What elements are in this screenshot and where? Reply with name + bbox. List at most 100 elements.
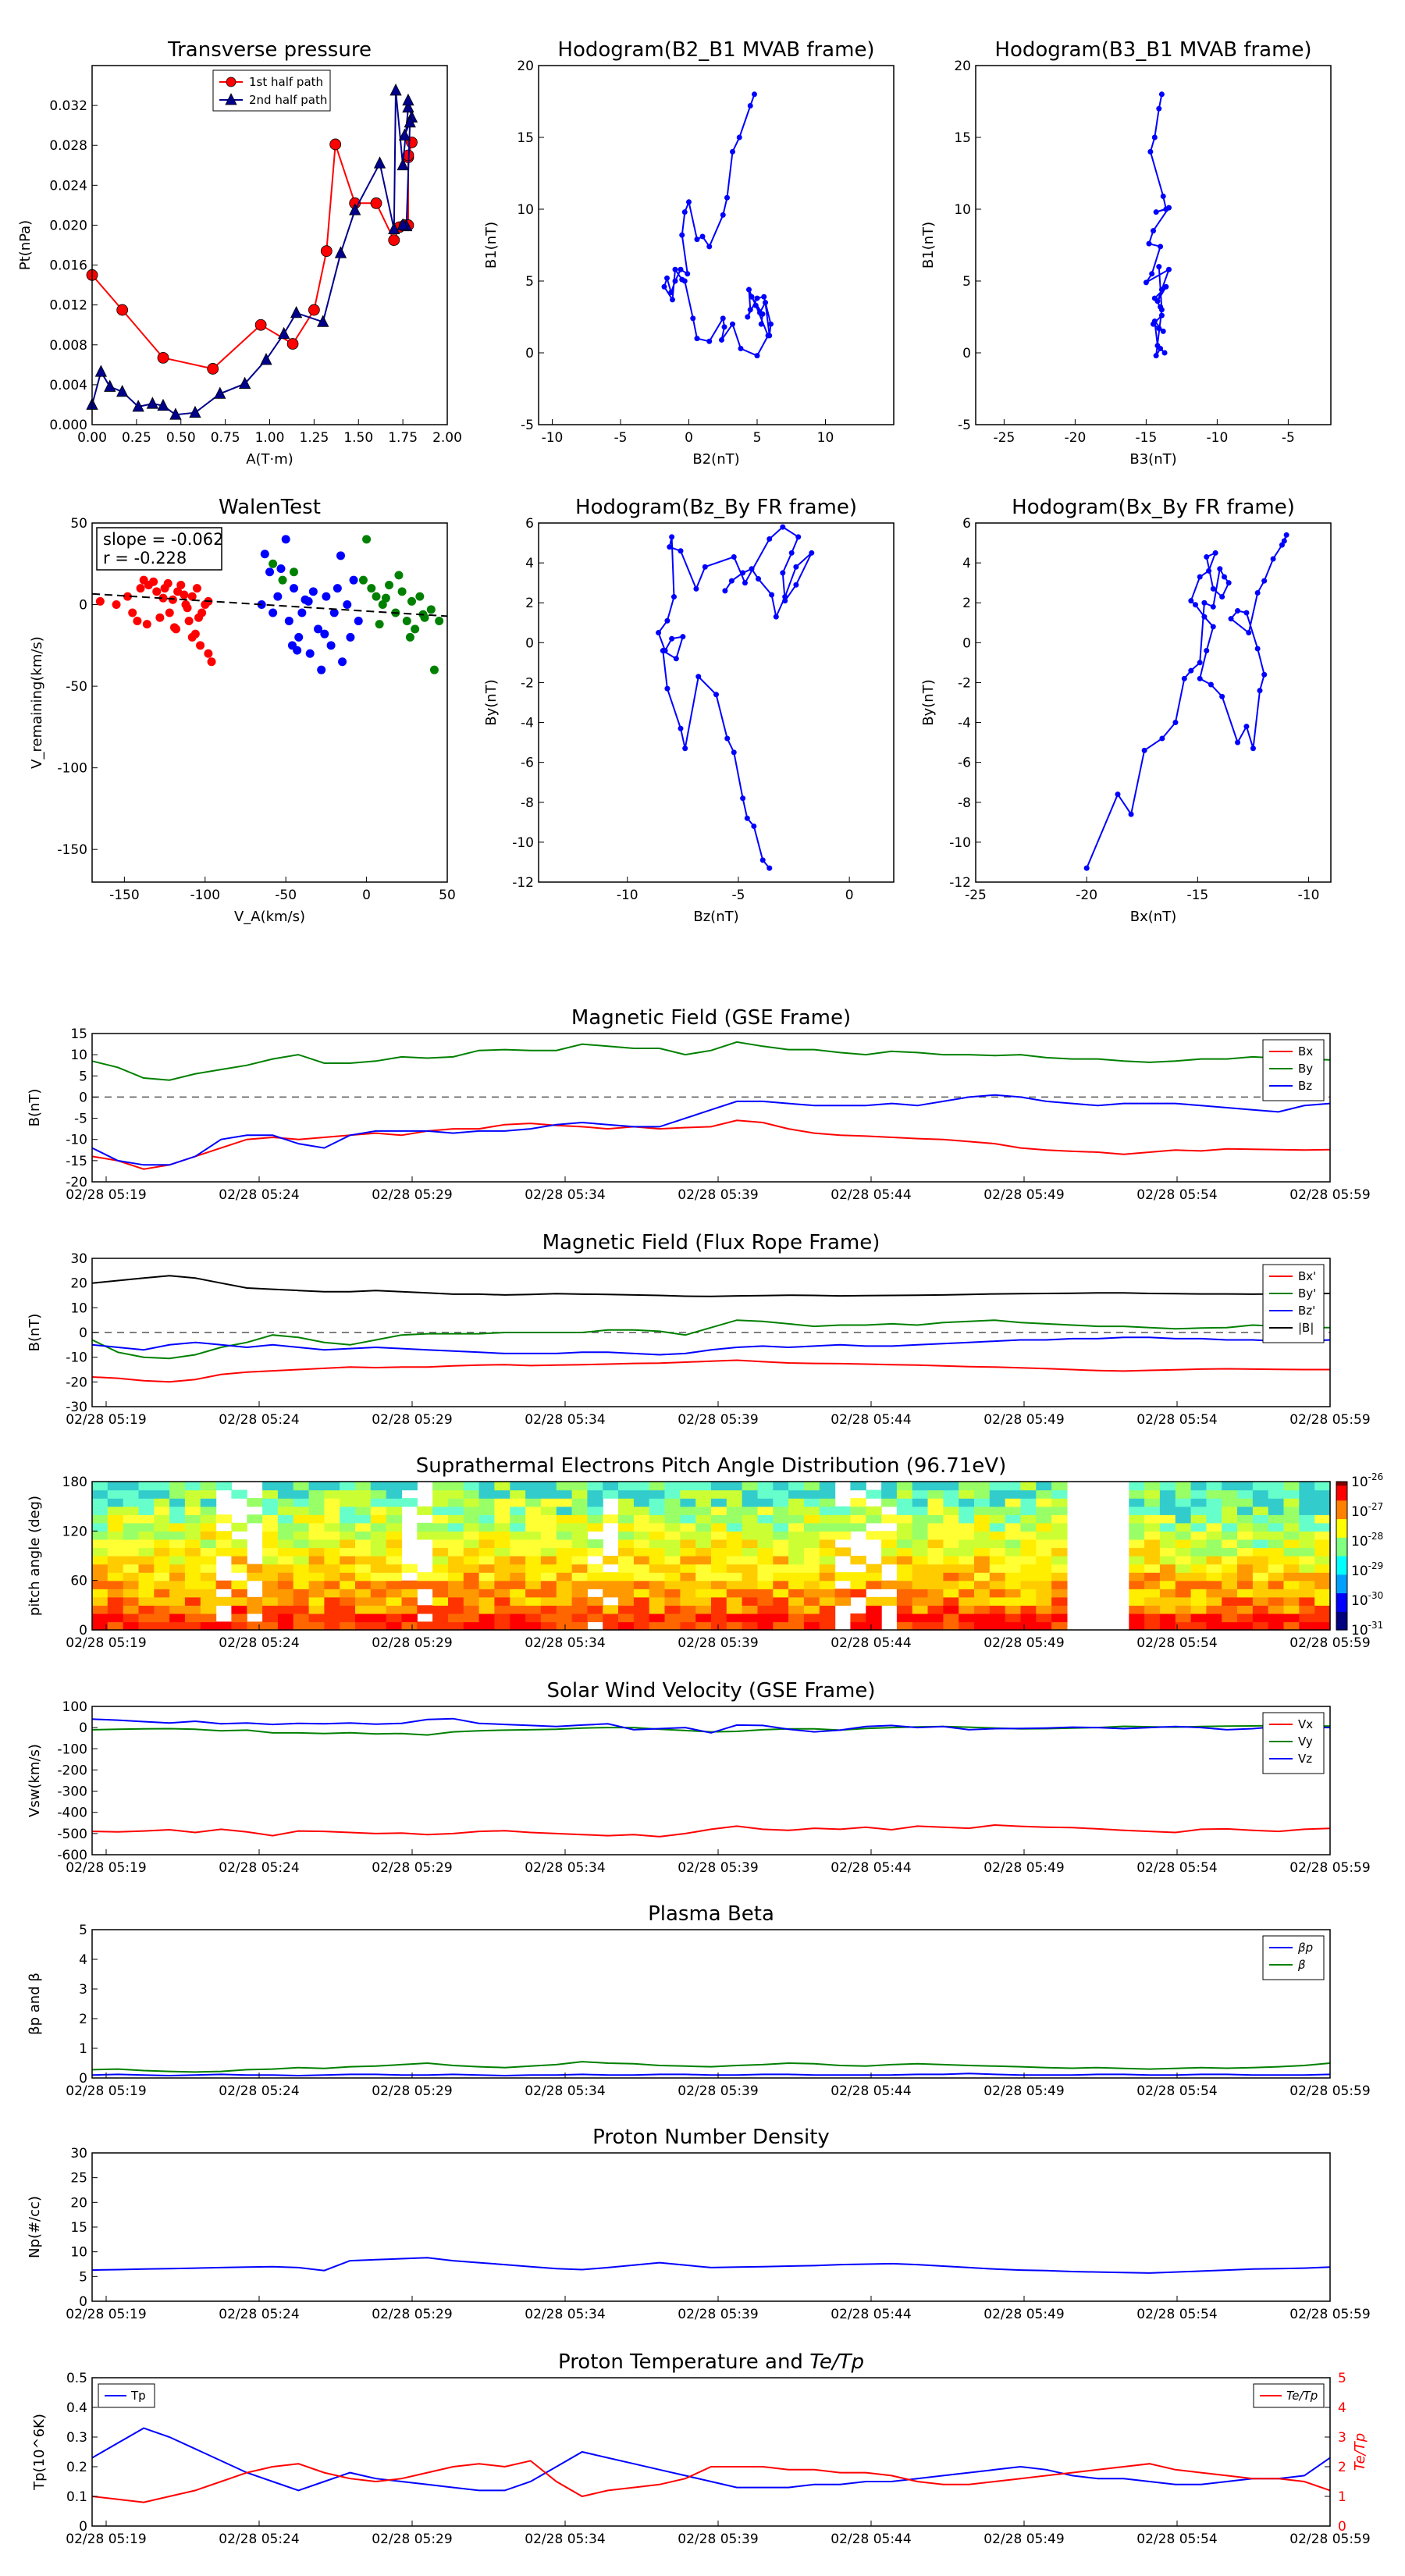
tp-series-line (91, 90, 413, 416)
walen-data-point (317, 665, 326, 674)
walen-ytick-label: 0 (79, 598, 87, 614)
pad-heat-cell (262, 1621, 279, 1631)
pad-heat-cell (803, 1572, 820, 1582)
pad-heat-cell (571, 1506, 588, 1515)
pad-heat-cell (881, 1596, 898, 1606)
pad-heat-cell (1237, 1572, 1254, 1582)
pad-heat-cell (324, 1580, 340, 1589)
h2-ylabel: B1(nT) (920, 222, 937, 269)
pad-heat-cell (1159, 1564, 1176, 1573)
pad-heat-cell (819, 1482, 836, 1491)
pad-heat-cell (1175, 1564, 1192, 1573)
pad-heat-cell (695, 1498, 712, 1507)
pad-heat-cell (1051, 1589, 1068, 1598)
walen-data-point (381, 593, 390, 603)
h2-path-point (1160, 328, 1166, 334)
pad-heat-cell (463, 1506, 480, 1515)
pad-heat-cell (912, 1489, 929, 1499)
pad-heat-cell (123, 1564, 140, 1573)
vsw-ytick-label: -500 (57, 1827, 87, 1842)
pad-heat-cell (1020, 1556, 1037, 1565)
pad-heat-cell (92, 1489, 108, 1499)
pad-heat-cell (1222, 1621, 1238, 1631)
pad-heat-cell (1222, 1539, 1238, 1549)
pad-heat-cell (107, 1514, 124, 1524)
pad-heat-cell (1051, 1522, 1068, 1532)
tpt-right-tick-label: 0 (1338, 2519, 1346, 2535)
pad-heat-cell (1222, 1596, 1238, 1606)
np-time-tick-label: 02/28 05:59 (1289, 2307, 1370, 2322)
pad-heat-cell (525, 1539, 542, 1549)
pad-heat-cell (478, 1514, 495, 1524)
walen-data-point (405, 632, 414, 642)
pad-heat-cell (432, 1522, 449, 1532)
pad-heat-cell (587, 1605, 603, 1614)
pad-heat-cell (277, 1482, 294, 1491)
pad-heat-cell (1175, 1482, 1192, 1491)
pad-heat-cell (1051, 1605, 1068, 1614)
pad-heat-cell (1144, 1489, 1161, 1499)
pad-heat-cell (773, 1564, 789, 1573)
h2-path-point (1158, 91, 1165, 98)
walen-data-point (322, 592, 331, 601)
pad-heat-cell (525, 1613, 542, 1623)
pad-heat-cell (463, 1556, 480, 1565)
pad-heat-cell (107, 1613, 124, 1623)
pad-heat-cell (355, 1572, 372, 1582)
pad-heat-cell (959, 1605, 975, 1614)
tp-data-point (308, 304, 320, 316)
pad-heat-cell (1175, 1613, 1192, 1623)
pad-heat-cell (959, 1564, 975, 1573)
pad-heat-cell (773, 1621, 789, 1631)
pad-heat-cell (803, 1580, 820, 1589)
pad-heat-cell (788, 1613, 805, 1623)
h4-path-point (1257, 688, 1263, 694)
pad-heat-cell (92, 1522, 108, 1532)
h1-path-point (681, 209, 688, 215)
h4-path-point (1270, 556, 1276, 562)
pad-heat-cell (448, 1564, 464, 1573)
pad-heat-cell (618, 1547, 635, 1557)
pad-heat-cell (432, 1613, 449, 1623)
h3-title: Hodogram(Bz_By FR frame) (575, 496, 857, 519)
walen-data-point (308, 587, 318, 596)
pad-heat-cell (912, 1482, 929, 1491)
pad-heat-cell (277, 1605, 294, 1614)
pad-time-tick-label: 02/28 05:34 (525, 1635, 605, 1651)
pad-time-tick-label: 02/28 05:59 (1289, 1635, 1370, 1651)
pad-heat-cell (649, 1580, 666, 1589)
pad-heat-cell (262, 1580, 279, 1589)
pad-heat-cell (355, 1489, 372, 1499)
pad-heat-cell (1299, 1580, 1315, 1589)
pad-heat-cell (1206, 1498, 1222, 1507)
pad-heat-cell (974, 1489, 991, 1499)
pad-heat-cell (664, 1539, 681, 1549)
pad-colorbar-cell (1336, 1533, 1347, 1538)
pad-heat-cell (169, 1621, 186, 1631)
pad-heat-cell (107, 1564, 124, 1573)
h1-path-point (678, 266, 684, 272)
bfr-time-tick-label: 02/28 05:49 (984, 1412, 1064, 1428)
pad-heat-cell (989, 1489, 1006, 1499)
tpt-legend-right-label: Te/Tp (1286, 2389, 1318, 2403)
pad-heat-cell (540, 1589, 557, 1598)
h3-path-point (664, 617, 670, 624)
pad-heat-cell (711, 1489, 727, 1499)
h1-xtick-label: 0 (685, 430, 693, 446)
pad-colorbar-cell (1336, 1493, 1347, 1497)
pad-heat-cell (803, 1482, 820, 1491)
pad-heat-cell (773, 1539, 789, 1549)
pad-heat-cell (231, 1621, 247, 1631)
beta-time-tick-label: 02/28 05:44 (831, 2083, 911, 2099)
h2-xtick-label: -20 (1065, 430, 1087, 446)
h3-path-point (769, 592, 775, 598)
pad-colorbar-cell (1336, 1574, 1347, 1579)
pad-heat-cell (92, 1613, 108, 1623)
pad-heat-cell (896, 1547, 913, 1557)
pad-heat-cell (819, 1580, 836, 1589)
pad-heat-cell (1144, 1522, 1161, 1532)
pad-heat-cell (123, 1498, 140, 1507)
pad-heat-cell (1237, 1482, 1254, 1491)
h3-path-point (782, 598, 788, 604)
pad-heat-cell (355, 1589, 372, 1598)
